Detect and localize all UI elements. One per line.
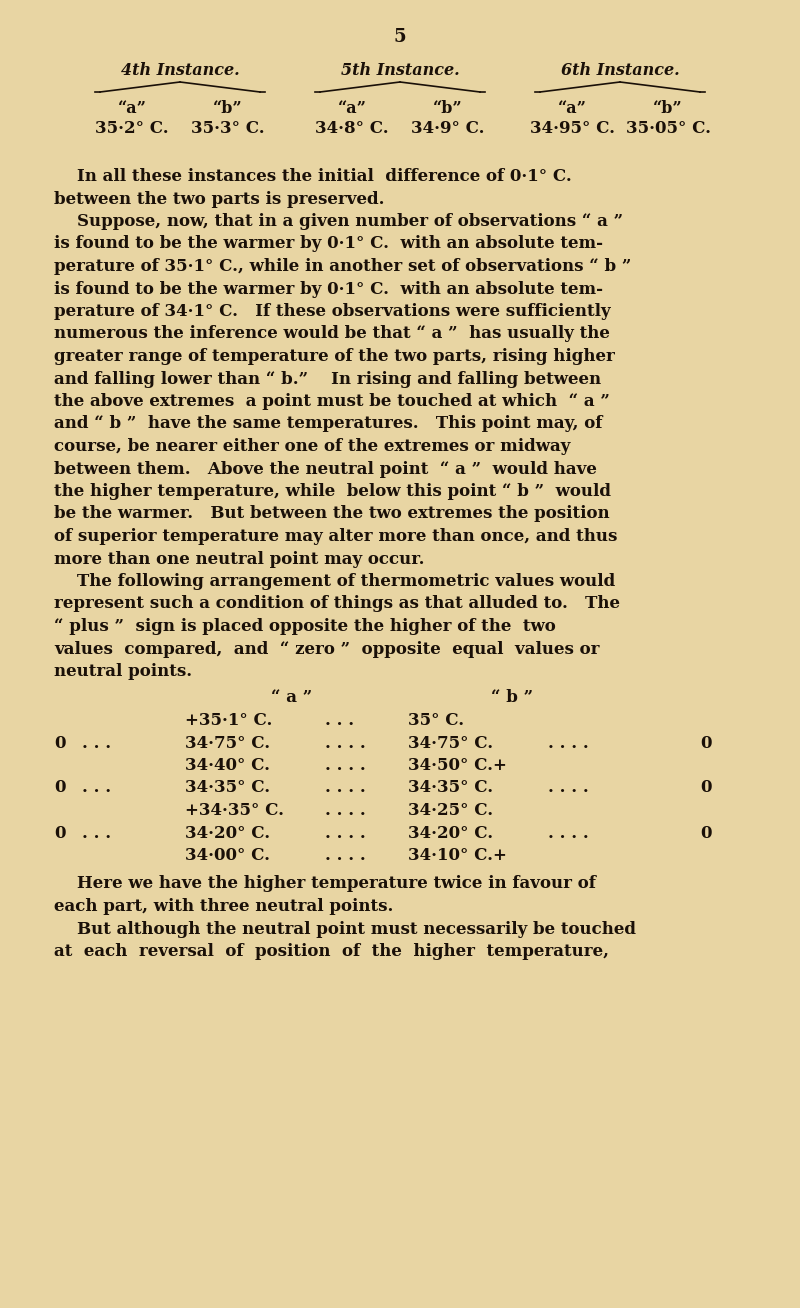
Text: 0: 0 [700,735,711,752]
Text: . . . .: . . . . [325,757,366,774]
Text: 35·2° C.: 35·2° C. [95,120,169,137]
Text: 4th Instance.: 4th Instance. [121,61,239,78]
Text: 34·75° C.: 34·75° C. [408,735,493,752]
Text: . . . .: . . . . [325,780,366,797]
Text: neutral points.: neutral points. [54,663,193,680]
Text: the above extremes  a point must be touched at which  “ a ”: the above extremes a point must be touch… [54,392,610,409]
Text: 34·20° C.: 34·20° C. [185,824,270,841]
Text: In all these instances the initial  difference of 0·1° C.: In all these instances the initial diffe… [54,167,572,184]
Text: 35·3° C.: 35·3° C. [191,120,265,137]
Text: 34·20° C.: 34·20° C. [408,824,493,841]
Text: The following arrangement of thermometric values would: The following arrangement of thermometri… [54,573,616,590]
Text: 0: 0 [700,780,711,797]
Text: 34·10° C.+: 34·10° C.+ [408,848,507,865]
Text: each part, with three neutral points.: each part, with three neutral points. [54,899,394,916]
Text: 0: 0 [54,780,66,797]
Text: course, be nearer either one of the extremes or midway: course, be nearer either one of the extr… [54,438,570,455]
Text: “a”: “a” [558,99,586,116]
Text: 34·35° C.: 34·35° C. [185,780,270,797]
Text: 0: 0 [700,824,711,841]
Text: is found to be the warmer by 0·1° C.  with an absolute tem-: is found to be the warmer by 0·1° C. wit… [54,235,603,252]
Text: represent such a condition of things as that alluded to.   The: represent such a condition of things as … [54,595,621,612]
Text: . . . .: . . . . [325,802,366,819]
Text: “a”: “a” [338,99,366,116]
Text: . . . .: . . . . [548,824,589,841]
Text: . . .: . . . [82,780,111,797]
Text: more than one neutral point may occur.: more than one neutral point may occur. [54,551,425,568]
Text: 34·40° C.: 34·40° C. [185,757,270,774]
Text: 34·00° C.: 34·00° C. [185,848,270,865]
Text: . . .: . . . [82,824,111,841]
Text: perature of 35·1° C., while in another set of observations “ b ”: perature of 35·1° C., while in another s… [54,258,632,275]
Text: 34·95° C.: 34·95° C. [530,120,614,137]
Text: 34·50° C.+: 34·50° C.+ [408,757,507,774]
Text: +35·1° C.: +35·1° C. [185,712,272,729]
Text: 35° C.: 35° C. [408,712,464,729]
Text: is found to be the warmer by 0·1° C.  with an absolute tem-: is found to be the warmer by 0·1° C. wit… [54,280,603,297]
Text: values  compared,  and  “ zero ”  opposite  equal  values or: values compared, and “ zero ” opposite e… [54,641,600,658]
Text: 6th Instance.: 6th Instance. [561,61,679,78]
Text: 34·8° C.: 34·8° C. [315,120,389,137]
Text: 5: 5 [394,27,406,46]
Text: numerous the inference would be that “ a ”  has usually the: numerous the inference would be that “ a… [54,326,610,343]
Text: 34·9° C.: 34·9° C. [411,120,485,137]
Text: “ a ”: “ a ” [271,689,313,706]
Text: of superior temperature may alter more than once, and thus: of superior temperature may alter more t… [54,528,618,545]
Text: . . . .: . . . . [325,735,366,752]
Text: 0: 0 [54,824,66,841]
Text: between the two parts is preserved.: between the two parts is preserved. [54,191,385,208]
Text: . . . .: . . . . [548,780,589,797]
Text: 34·25° C.: 34·25° C. [408,802,493,819]
Text: the higher temperature, while  below this point “ b ”  would: the higher temperature, while below this… [54,483,611,500]
Text: Here we have the higher temperature twice in favour of: Here we have the higher temperature twic… [54,875,596,892]
Text: “b”: “b” [433,99,463,116]
Text: between them.   Above the neutral point  “ a ”  would have: between them. Above the neutral point “ … [54,460,598,477]
Text: 5th Instance.: 5th Instance. [341,61,459,78]
Text: . . . .: . . . . [325,824,366,841]
Text: perature of 34·1° C.   If these observations were sufficiently: perature of 34·1° C. If these observatio… [54,303,611,320]
Text: “ plus ”  sign is placed opposite the higher of the  two: “ plus ” sign is placed opposite the hig… [54,617,556,634]
Text: . . . .: . . . . [548,735,589,752]
Text: and falling lower than “ b.”    In rising and falling between: and falling lower than “ b.” In rising a… [54,370,602,387]
Text: . . .: . . . [325,712,354,729]
Text: “ b ”: “ b ” [491,689,533,706]
Text: “b”: “b” [653,99,683,116]
Text: Suppose, now, that in a given number of observations “ a ”: Suppose, now, that in a given number of … [54,213,623,230]
Text: 34·75° C.: 34·75° C. [185,735,270,752]
Text: . . .: . . . [82,735,111,752]
Text: “b”: “b” [213,99,243,116]
Text: +34·35° C.: +34·35° C. [185,802,284,819]
Text: But although the neutral point must necessarily be touched: But although the neutral point must nece… [54,921,637,938]
Text: be the warmer.   But between the two extremes the position: be the warmer. But between the two extre… [54,505,610,522]
Text: 34·35° C.: 34·35° C. [408,780,493,797]
Text: “a”: “a” [118,99,146,116]
Text: at  each  reversal  of  position  of  the  higher  temperature,: at each reversal of position of the high… [54,943,610,960]
Text: . . . .: . . . . [325,848,366,865]
Text: greater range of temperature of the two parts, rising higher: greater range of temperature of the two … [54,348,615,365]
Text: 35·05° C.: 35·05° C. [626,120,710,137]
Text: and “ b ”  have the same temperatures.   This point may, of: and “ b ” have the same temperatures. Th… [54,416,602,433]
Text: 0: 0 [54,735,66,752]
